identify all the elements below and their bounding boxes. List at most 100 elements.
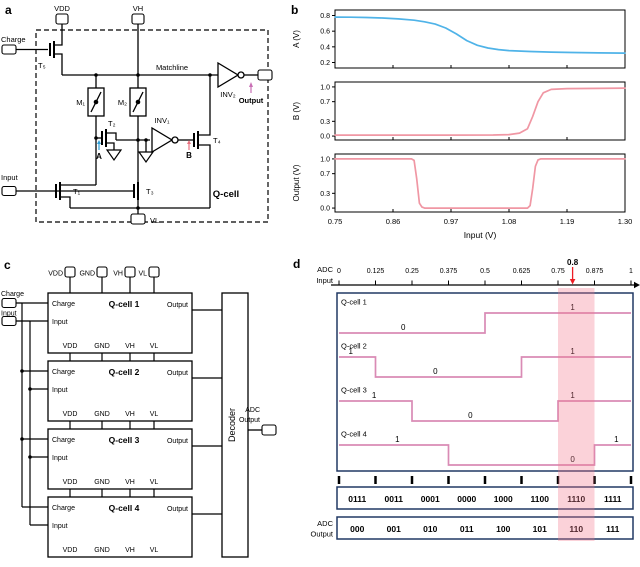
- adc-output-label-1: ADC: [245, 407, 260, 414]
- input-label: Input: [1, 173, 19, 182]
- x-tick-label: 1.30: [618, 217, 633, 226]
- input-pin-label: Input: [52, 455, 68, 462]
- x-tick-label: 0.86: [386, 217, 401, 226]
- y-tick-label: 0.8: [320, 13, 330, 20]
- junction-dots: [94, 73, 212, 210]
- m2-label: M₂: [118, 98, 127, 107]
- qcell-block-2: Q-cell 2 Charge Input Output VDD GND VH VL: [22, 360, 222, 429]
- drain-wire: [54, 24, 63, 46]
- charge-label: Charge: [1, 35, 26, 44]
- charge-pin-icon: [1, 44, 17, 55]
- top-pin-label-VDD: VDD: [48, 271, 63, 278]
- adc-output-label-2: Output: [239, 417, 260, 424]
- highlight-band: [558, 288, 595, 541]
- vl-pin-icon: [130, 213, 146, 225]
- bottom-pin-VDD: VDD: [63, 411, 78, 418]
- bottom-pin-VL: VL: [150, 411, 159, 418]
- thermometer-code: 1000: [494, 494, 513, 504]
- thermometer-code-box: [336, 486, 634, 510]
- output-arrowhead: [249, 82, 253, 87]
- y-tick-label: 0.7: [320, 171, 330, 178]
- transistor-t1: T₁: [55, 182, 96, 208]
- circle: [94, 73, 98, 77]
- bit-annotation: 0: [401, 323, 406, 332]
- input-terminal: Input: [1, 173, 134, 197]
- bit-annotation: 1: [570, 303, 575, 312]
- output-pin-icon: [257, 69, 273, 81]
- node-b-label: B: [186, 151, 192, 160]
- output-pin-label: Output: [167, 506, 188, 513]
- adc-code: 101: [533, 524, 547, 534]
- source-wire: [198, 144, 211, 208]
- bottom-pin-VDD: VDD: [63, 343, 78, 350]
- inv2-triangle: [217, 61, 240, 89]
- input-label: Input: [1, 311, 17, 318]
- axis-tick-label: 1: [629, 268, 633, 275]
- bottom-pin-GND: GND: [94, 343, 110, 350]
- bit-annotation: 1: [570, 347, 575, 356]
- x-tick-label: 1.19: [560, 217, 575, 226]
- circle: [208, 73, 212, 77]
- input-pin-icon: [1, 315, 17, 327]
- waveform-row-1: Q-cell 1 0 1: [339, 298, 631, 334]
- bit-annotation: 0: [433, 367, 438, 376]
- y-tick-label: 0.3: [320, 191, 330, 198]
- qcell-title: Q-cell 2: [109, 367, 140, 377]
- axis-tick-label: 0: [337, 268, 341, 275]
- node-a-arrowhead: [97, 140, 101, 144]
- adc-code: 001: [387, 524, 401, 534]
- t5-label: T₅: [38, 61, 46, 70]
- bit-annotation: 1: [348, 347, 353, 356]
- inv1-label: INV₁: [154, 116, 170, 125]
- bit-annotation: 1: [614, 435, 619, 444]
- qcell-box: [47, 496, 193, 558]
- m2-state-dot: [135, 99, 141, 105]
- input-pin-label: Input: [52, 523, 68, 530]
- ground-icon: [137, 151, 155, 164]
- axis-tick-label: 0.625: [513, 268, 531, 275]
- qcell-title: Q-cell 3: [109, 435, 140, 445]
- vh-label: VH: [133, 4, 143, 13]
- transistor-t4: T₄: [193, 75, 221, 208]
- qcell-title: Q-cell 4: [109, 503, 140, 513]
- output-label: Output: [239, 96, 264, 105]
- panel-d-label: d: [293, 257, 300, 271]
- transistor-t5: T₅: [38, 24, 63, 75]
- y-tick-label: 0.2: [320, 60, 330, 67]
- m1-state-dot: [93, 99, 99, 105]
- node-b-arrowhead: [187, 140, 191, 144]
- bit-annotation: 0: [468, 411, 473, 420]
- qcell-dashed-boundary: [35, 29, 269, 223]
- vh-terminal: VH: [131, 4, 145, 88]
- axis-arrowhead: [634, 281, 640, 289]
- vh-pin-icon: [131, 13, 145, 25]
- axis-tick-label: 0.5: [480, 268, 490, 275]
- axis-tick-label: 0.75: [551, 268, 565, 275]
- bottom-pin-VH: VH: [125, 411, 135, 418]
- circle: [144, 138, 148, 142]
- series-line-2: [334, 158, 626, 209]
- thermometer-code: 1110: [567, 494, 585, 504]
- axis-tick-label: 0.125: [367, 268, 385, 275]
- vdd-pin-icon: [55, 13, 69, 25]
- adc-code: 111: [606, 524, 620, 534]
- transistor-t2: T₂: [101, 119, 150, 162]
- qcell-box: [47, 360, 193, 422]
- y-axis-label: Output (V): [292, 164, 301, 201]
- y-axis-label: B (V): [292, 102, 301, 121]
- charge-pin-label: Charge: [52, 301, 75, 308]
- vdd-label: VDD: [54, 4, 70, 13]
- chart-2: 0.0 0.3 0.7 1.0 Output (V): [292, 153, 626, 213]
- drain-wire: [106, 132, 117, 140]
- vl-label: VL: [150, 216, 159, 225]
- output-pin-label: Output: [167, 370, 188, 377]
- bit-annotation: 1: [372, 391, 377, 400]
- qcell-box: [47, 428, 193, 490]
- chart-0: 0.2 0.4 0.6 0.8 A (V): [292, 9, 626, 69]
- qcell-box: [47, 292, 193, 354]
- chart-frame: [334, 81, 626, 141]
- circle: [136, 206, 140, 210]
- panel-b-charts: b 0.20.40.60.8A (V)0.00.30.71.0B (V)0.00…: [291, 3, 633, 240]
- thermometer-code: 0000: [457, 494, 476, 504]
